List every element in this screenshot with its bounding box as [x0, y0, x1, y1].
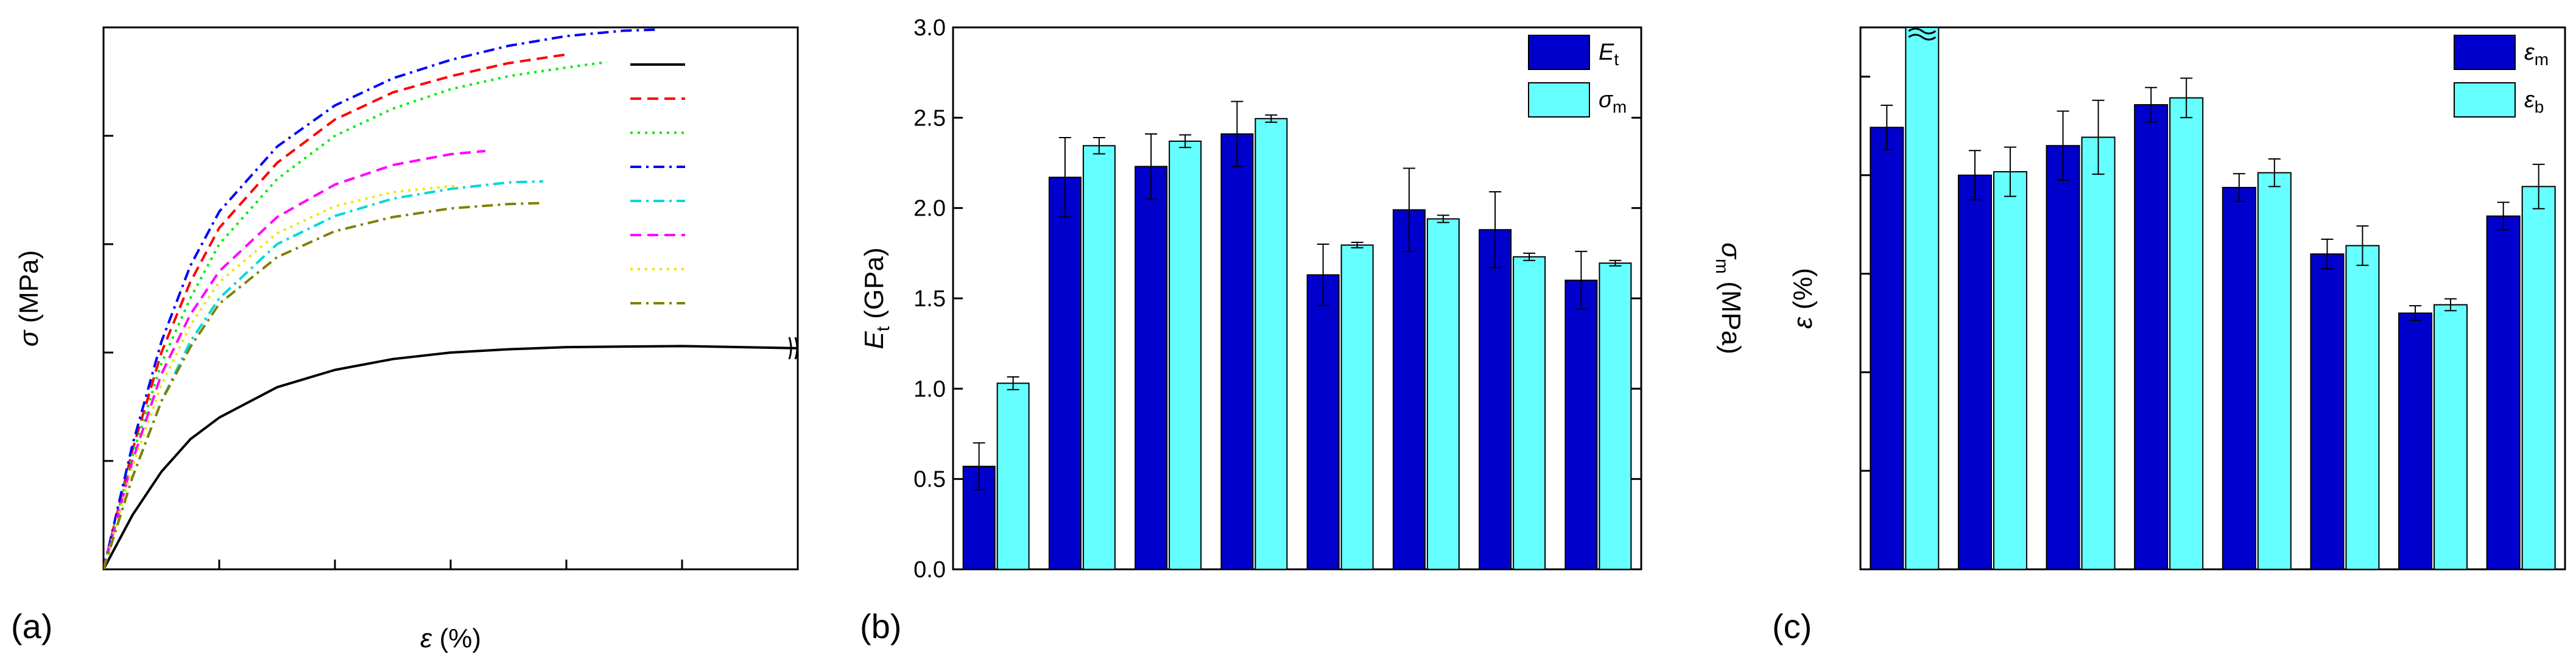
series-line-D_0.5-3 — [104, 53, 567, 569]
panel-b-ylabel-left: Et (GPa) — [859, 247, 893, 349]
bar-σ_m — [1082, 145, 1116, 571]
bar-E_t — [1392, 209, 1426, 570]
y-left-tick-label: 1.0 — [913, 376, 946, 402]
legend-label: Et — [1599, 40, 1619, 69]
legend-swatch-ε_b — [2454, 82, 2516, 118]
bar-ε_m — [2046, 145, 2080, 570]
panel-c-label: (c) — [1772, 607, 1812, 645]
bar-ε_m — [2486, 215, 2521, 570]
panel-a-label: (a) — [11, 607, 52, 645]
panel-c-ticks — [1860, 76, 1870, 571]
bar-break-mark — [1908, 33, 1937, 41]
series-line-G_3.3-5 — [104, 202, 544, 569]
bar-σ_m — [1513, 256, 1546, 570]
panel-c-legend: εm εb — [2454, 35, 2549, 118]
bar-E_t — [1135, 166, 1168, 570]
panel-c-strain-chart: εm εb ε (%) (c) — [1772, 26, 2566, 645]
y-left-tick-label: 2.5 — [913, 105, 946, 131]
bar-ε_b — [2521, 186, 2556, 570]
panel-b-ylabel-right: σm (MPa) — [1712, 242, 1746, 354]
bar-ε_b — [2081, 136, 2116, 571]
panel-a-ticks — [102, 26, 799, 571]
bar-σ_m — [996, 382, 1030, 571]
bar-σ_m — [1426, 218, 1460, 570]
y-left-tick-label: 0.0 — [913, 557, 946, 583]
panel-b-legend: Et σm — [1528, 35, 1627, 118]
bar-σ_m — [1255, 118, 1288, 571]
legend-label: εm — [2524, 40, 2549, 69]
bar-E_t — [1564, 279, 1598, 570]
panel-a-series-lines — [104, 28, 798, 569]
bar-ε_m — [2310, 253, 2345, 570]
series-line-D_0.9-5 — [104, 60, 607, 569]
panel-c-ylabel: ε (%) — [1788, 268, 1818, 329]
bar-ε_b — [2257, 172, 2292, 570]
bar-ε_b — [1905, 27, 1940, 570]
bar-ε_m — [2398, 312, 2433, 570]
bar-ε_b — [2169, 97, 2204, 570]
series-line-HDPE — [104, 345, 798, 569]
legend-swatch-E_t — [1528, 35, 1590, 70]
bar-σ_m — [1169, 140, 1202, 570]
panel-a-legend — [630, 63, 685, 304]
axis-break-mark — [788, 337, 792, 360]
panel-b-bars — [962, 100, 1632, 571]
bar-σ_m — [1599, 262, 1632, 570]
bar-E_t — [1220, 133, 1254, 571]
panel-b-ticks: 0.0 0.5 1.0 1.5 2.0 2.5 3.0 — [913, 15, 1641, 583]
bar-E_t — [1479, 229, 1512, 570]
axis-break-mark — [794, 337, 798, 360]
bar-σ_m — [1340, 244, 1374, 570]
series-line-V_2.4-5 — [104, 149, 486, 569]
legend-swatch-ε_m — [2454, 35, 2516, 70]
y-left-tick-label: 0.5 — [913, 467, 946, 493]
bar-ε_m — [1957, 174, 1992, 570]
y-left-tick-label: 3.0 — [913, 15, 946, 41]
panel-c-plot-frame — [1859, 26, 2566, 571]
bar-ε_m — [1870, 127, 1904, 570]
panel-a-stress-strain-chart: σ (MPa) ε (%) (a) — [11, 26, 799, 653]
bar-break-mark — [1908, 27, 1937, 35]
bar-E_t — [1306, 274, 1340, 570]
bar-ε_b — [1993, 171, 2027, 570]
panel-c-bars — [1870, 27, 2556, 571]
bar-ε_b — [2433, 304, 2468, 570]
series-line-D_1.7-10 — [104, 180, 544, 569]
panel-a-axis-break-mark — [788, 337, 798, 360]
panel-a-ylabel: σ (MPa) — [14, 250, 44, 347]
panel-b-label: (b) — [860, 607, 901, 645]
panel-a-plot-frame — [102, 26, 799, 571]
series-line-L_2.5-5 — [104, 184, 457, 569]
y-left-tick-label: 1.5 — [913, 286, 946, 312]
series-line-D_1.7-5 — [104, 28, 660, 569]
legend-label: σm — [1599, 87, 1627, 116]
legend-label: εb — [2524, 87, 2544, 116]
bar-E_t — [1048, 177, 1082, 570]
bar-ε_b — [2345, 245, 2380, 571]
legend-swatch-σ_m — [1528, 82, 1590, 118]
bar-ε_m — [2222, 186, 2256, 571]
y-left-tick-label: 2.0 — [913, 196, 946, 222]
bar-ε_m — [2134, 104, 2169, 570]
panel-b-modulus-strength-chart: 0.0 0.5 1.0 1.5 2.0 2.5 3.0 Et σm Et (GPa) σm (… — [859, 15, 1746, 645]
panel-a-xlabel: ε (%) — [420, 624, 481, 653]
